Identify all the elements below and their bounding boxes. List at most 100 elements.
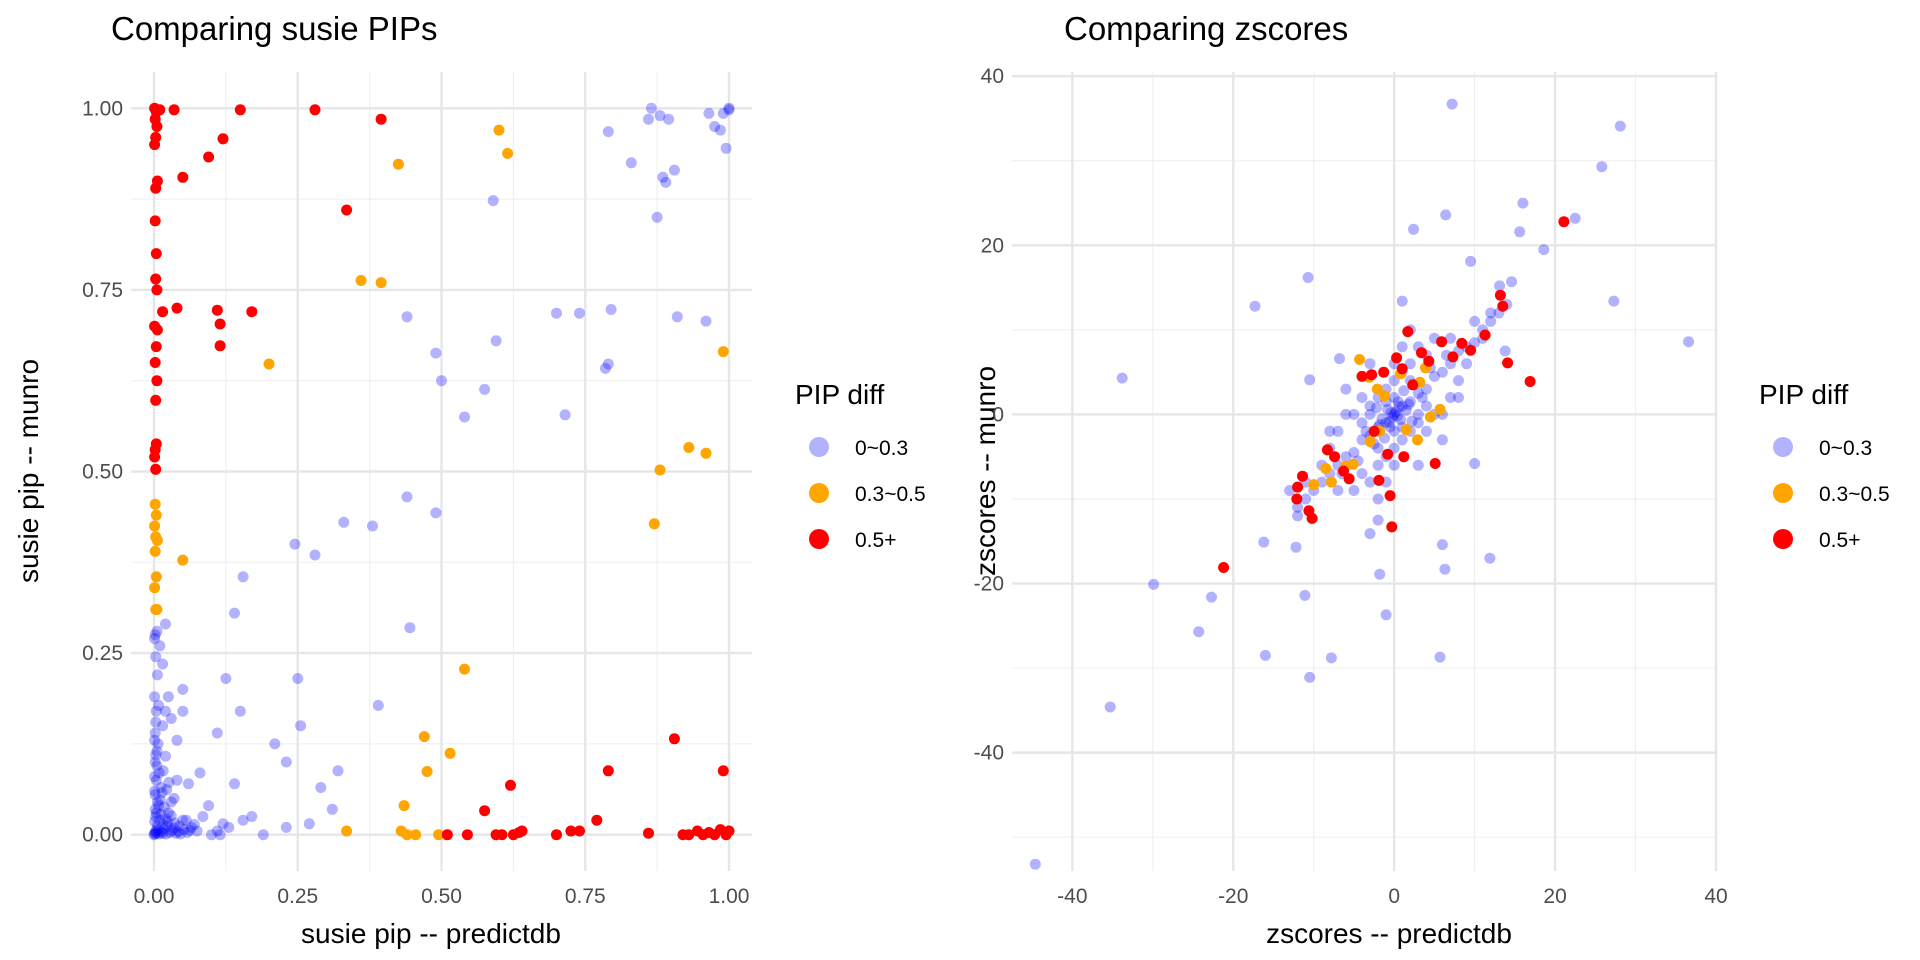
zscore-point-0.5+ (1524, 376, 1536, 387)
zscore-point-0.3-0.5 (1325, 476, 1337, 488)
pip-point-0.5+ (171, 302, 183, 314)
pip-point-0-0.3 (479, 383, 491, 395)
zscore-point-0-0.3 (1400, 404, 1412, 416)
pip-point-0-0.3 (602, 126, 614, 138)
pip-point-0-0.3 (723, 104, 735, 116)
pip-point-0-0.3 (651, 211, 663, 223)
zscore-point-0-0.3 (1372, 459, 1384, 471)
pip-point-0-0.3 (151, 625, 163, 637)
pip-point-0-0.3 (436, 375, 447, 387)
pip-point-0-0.3 (153, 767, 165, 779)
pip-point-0.5+ (461, 829, 473, 841)
pip-point-0.5+ (151, 324, 163, 336)
zscore-point-0-0.3 (1388, 425, 1400, 437)
y-tick-label: 0 (992, 403, 1004, 426)
zscore-point-0.3-0.5 (1424, 411, 1436, 423)
pip-point-0-0.3 (194, 767, 206, 779)
zscore-point-0.5+ (1402, 326, 1414, 338)
pip-point-0-0.3 (229, 607, 240, 619)
zscore-point-0-0.3 (1364, 408, 1376, 420)
pip-point-0.3-0.5 (444, 747, 456, 759)
zscore-point-0-0.3 (1364, 476, 1376, 488)
zscore-point-0-0.3 (1356, 468, 1368, 480)
zscore-point-0-0.3 (1116, 372, 1128, 384)
pip-point-0-0.3 (717, 107, 729, 119)
pip-point-0-0.3 (149, 828, 161, 840)
pip-point-0.3-0.5 (654, 464, 666, 476)
pip-point-0-0.3 (149, 785, 161, 797)
pip-point-0.5+ (214, 340, 226, 352)
zscore-point-0-0.3 (1412, 408, 1424, 420)
x-tick-label: 20 (1543, 885, 1566, 908)
pip-point-0-0.3 (605, 304, 617, 315)
pip-point-0-0.3 (160, 813, 171, 825)
zscore-point-0-0.3 (1614, 120, 1626, 132)
zscore-point-0-0.3 (1388, 392, 1400, 403)
pip-point-0.5+ (150, 341, 162, 353)
zscore-point-0-0.3 (1396, 295, 1408, 307)
pip-point-0-0.3 (155, 826, 167, 838)
zscore-point-0.5+ (1366, 369, 1378, 381)
pip-point-0-0.3 (367, 520, 378, 532)
pip-point-0.3-0.5 (151, 535, 163, 546)
zscore-point-0.3-0.5 (1347, 458, 1359, 470)
zscore-point-0-0.3 (1412, 387, 1424, 399)
zscore-point-0-0.3 (1412, 417, 1424, 429)
pip-point-0-0.3 (663, 113, 675, 125)
zscore-point-0.5+ (1329, 451, 1341, 463)
pip-point-0-0.3 (246, 811, 258, 822)
zscore-point-0.5+ (1429, 458, 1441, 469)
pip-point-0.5+ (149, 215, 161, 227)
pip-point-0-0.3 (185, 821, 197, 833)
pip-point-0-0.3 (150, 774, 162, 786)
pip-point-0-0.3 (149, 771, 161, 783)
zscore-point-0.5+ (1384, 490, 1396, 502)
pip-point-0-0.3 (303, 818, 315, 830)
zscore-point-0-0.3 (1382, 403, 1394, 415)
pip-point-0-0.3 (430, 347, 442, 359)
zscore-point-0.3-0.5 (1364, 436, 1376, 447)
pip-point-0-0.3 (700, 315, 712, 327)
pip-point-0-0.3 (161, 784, 173, 796)
zscore-point-0.5+ (1407, 379, 1419, 391)
pip-point-0-0.3 (154, 794, 166, 806)
pip-point-0-0.3 (153, 828, 165, 840)
zscore-point-0-0.3 (1258, 536, 1270, 548)
pip-point-0-0.3 (150, 807, 162, 819)
pip-point-0-0.3 (152, 824, 164, 836)
zscore-point-0-0.3 (1325, 652, 1337, 664)
pip-point-0.3-0.5 (355, 275, 367, 286)
zscore-point-0-0.3 (1290, 541, 1302, 553)
pip-point-0.3-0.5 (502, 147, 514, 159)
pip-point-0-0.3 (151, 669, 163, 681)
pip-point-0-0.3 (154, 814, 166, 826)
pip-point-0-0.3 (197, 811, 209, 822)
zscore-point-0-0.3 (1436, 434, 1448, 446)
pip-point-0.5+ (151, 375, 163, 387)
zscore-point-0.3-0.5 (1354, 354, 1366, 365)
y-tick-label: 0.25 (82, 642, 123, 665)
zscore-point-0-0.3 (1348, 447, 1360, 458)
pip-point-0-0.3 (237, 571, 249, 583)
legend-label-3: 0.5+ (1819, 529, 1860, 552)
pip-point-0-0.3 (703, 107, 715, 119)
pip-point-0.5+ (341, 204, 353, 216)
zscore-point-0-0.3 (1396, 434, 1408, 446)
zscore-point-0-0.3 (1412, 459, 1424, 471)
legend-label-1: 0~0.3 (1819, 437, 1872, 460)
zscore-point-0-0.3 (1390, 406, 1402, 418)
y-tick-label: -40 (974, 742, 1004, 765)
pip-point-0-0.3 (181, 827, 193, 838)
pip-point-0.5+ (150, 182, 162, 194)
pip-point-0.5+ (154, 104, 166, 116)
x-tick-label: -20 (1218, 885, 1248, 908)
zscore-point-0-0.3 (1383, 416, 1395, 428)
pip-point-0-0.3 (149, 633, 161, 645)
zscore-point-0-0.3 (1469, 315, 1481, 327)
pip-point-0.5+ (668, 733, 680, 745)
zscore-point-0-0.3 (1683, 336, 1695, 348)
zscore-tick-labels: -40 -20 0 20 40 -40 -20 0 20 40 (974, 65, 1728, 908)
pip-point-0-0.3 (164, 827, 176, 838)
pip-point-0-0.3 (326, 803, 338, 815)
